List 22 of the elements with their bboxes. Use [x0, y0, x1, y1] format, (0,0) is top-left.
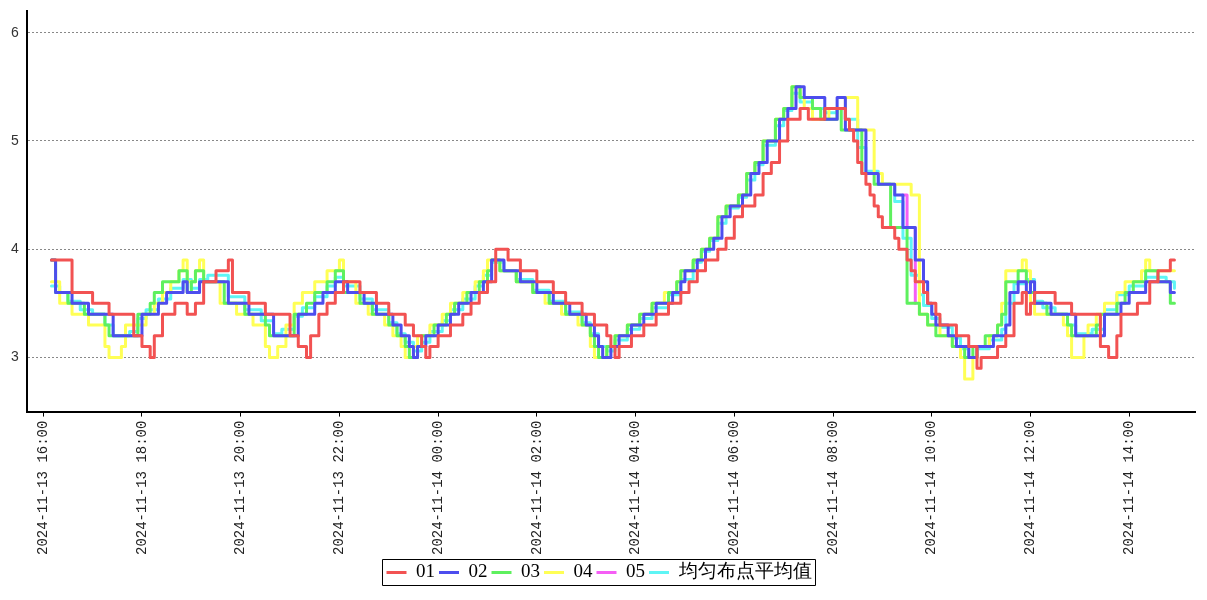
legend-label: 04	[573, 560, 593, 582]
legend-label: 05	[626, 560, 645, 582]
x-tick-label: 2024-11-14 10:00	[923, 420, 940, 555]
x-tick-label: 2024-11-14 06:00	[726, 420, 742, 555]
y-tick-label: 6	[10, 23, 19, 40]
x-tick-label: 2024-11-13 22:00	[331, 420, 348, 555]
x-tick-label: 2024-11-13 20:00	[232, 420, 249, 555]
y-tick-label: 5	[10, 131, 19, 148]
legend-label: 均匀布点平均值	[677, 560, 812, 582]
legend-label: 02	[468, 560, 488, 582]
x-tick-label: 2024-11-14 14:00	[1120, 420, 1137, 555]
x-tick-label: 2024-11-14 04:00	[627, 420, 644, 555]
legend-label: 03	[521, 560, 540, 582]
x-tick-label: 2024-11-14 00:00	[429, 420, 446, 555]
x-tick-label: 2024-11-14 08:00	[824, 420, 841, 555]
legend-label: 01	[416, 560, 435, 582]
x-tick-label: 2024-11-14 12:00	[1022, 420, 1039, 555]
y-tick-label: 4	[10, 240, 19, 257]
x-tick-label: 2024-11-14 02:00	[528, 420, 545, 555]
x-tick-label: 2024-11-13 16:00	[34, 420, 51, 555]
y-tick-label: 3	[10, 348, 19, 365]
x-tick-label: 2024-11-13 18:00	[133, 420, 150, 555]
